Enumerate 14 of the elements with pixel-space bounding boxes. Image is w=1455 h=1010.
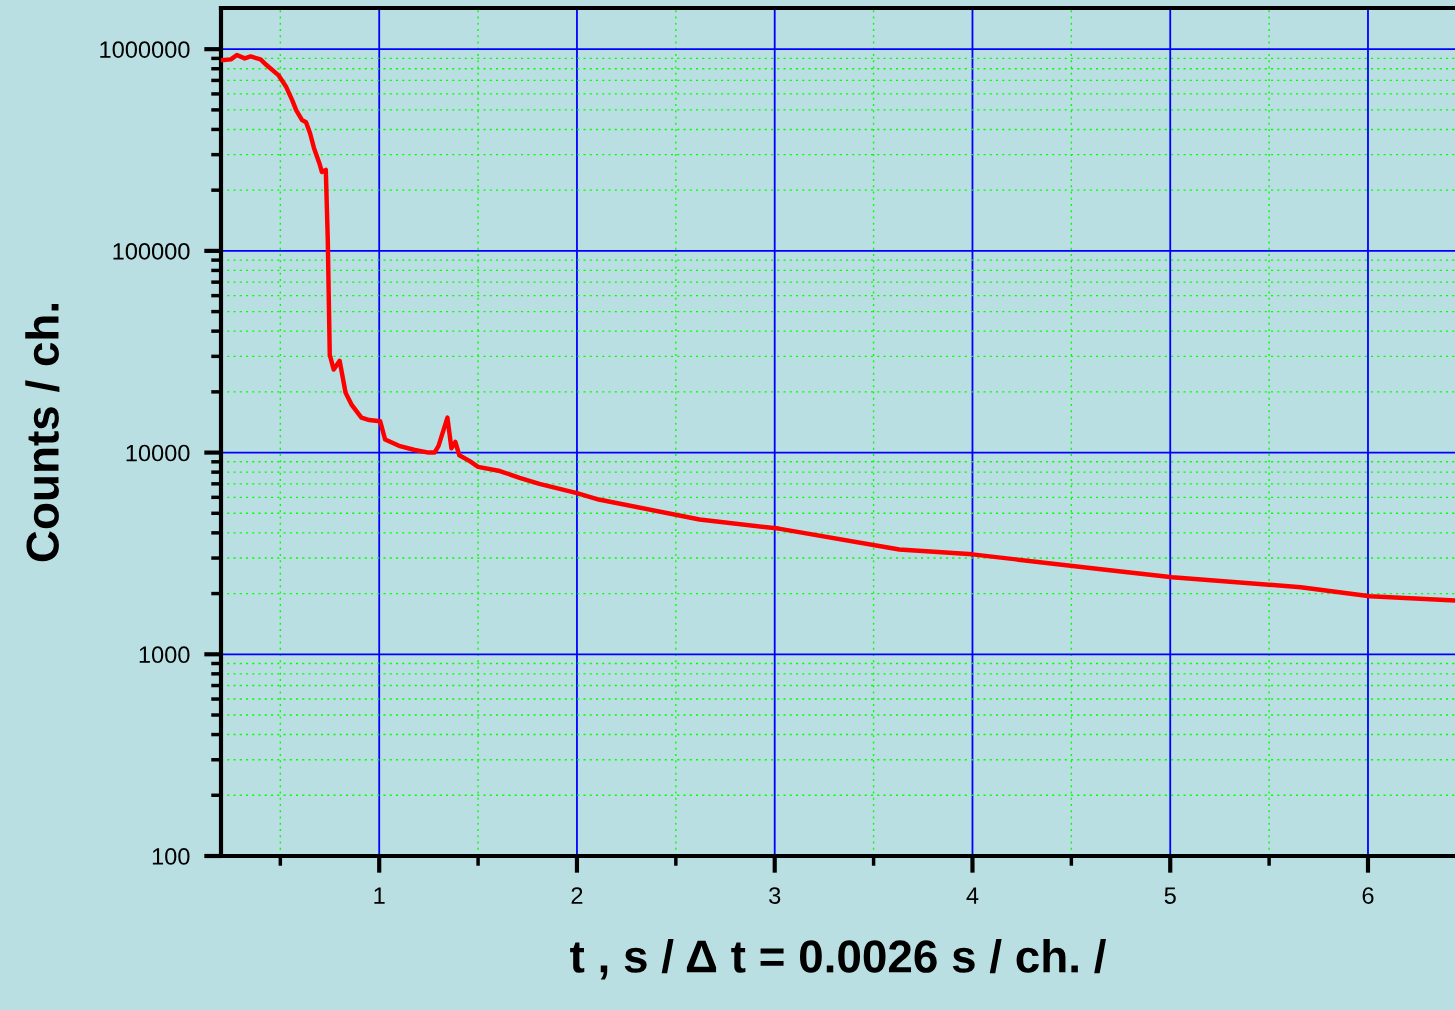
x-tick-label: 4 — [966, 887, 979, 904]
y-axis-title: Counts / ch. — [25, 304, 60, 562]
x-tick-label: 1 — [374, 887, 385, 904]
x-tick-label: 3 — [769, 887, 781, 904]
x-tick-label: 6 — [1362, 887, 1374, 904]
y-tick-label: 100 — [152, 848, 190, 865]
x-tick-label: 2 — [571, 887, 583, 904]
y-tick-label: 10000 — [126, 444, 190, 462]
x-tick-label: 5 — [1164, 887, 1176, 904]
y-tick-label: 1000 — [139, 646, 190, 664]
line-series — [221, 52, 1455, 603]
x-axis-title: t , s / Δ t = 0.0026 s / ch. / — [570, 939, 1107, 980]
y-tick-label: 1000000 — [100, 41, 190, 58]
y-tick-label: 100000 — [113, 242, 190, 260]
